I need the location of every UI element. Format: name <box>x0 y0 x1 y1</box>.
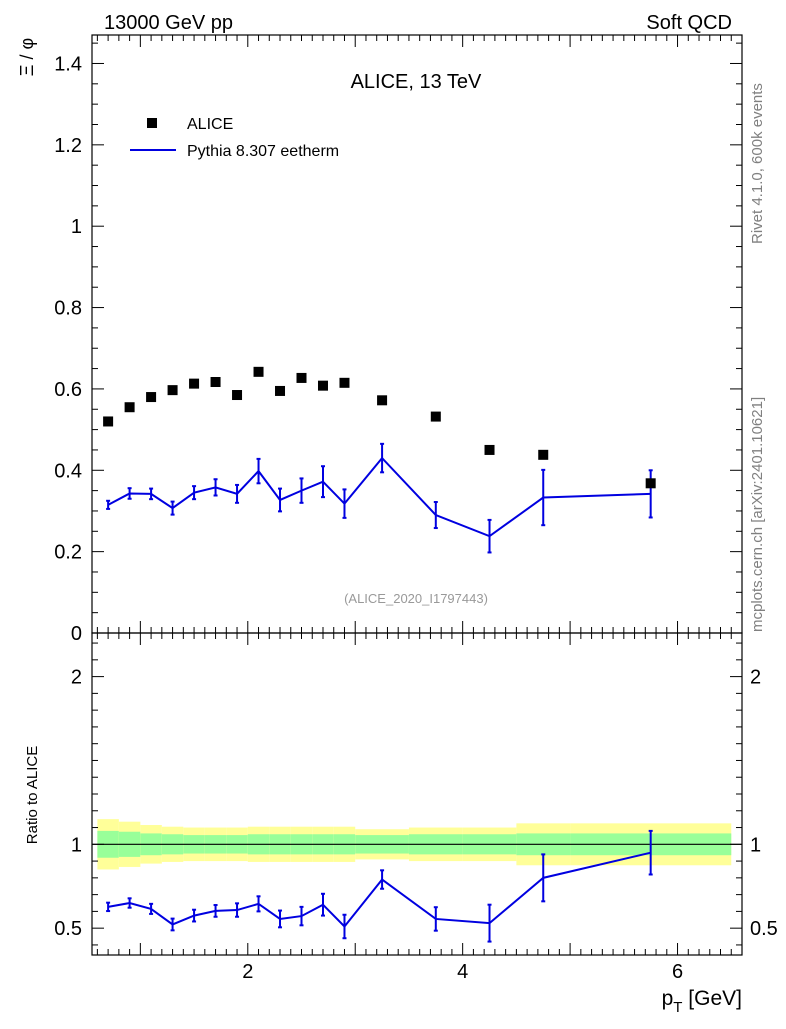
legend-label-alice: ALICE <box>187 116 233 133</box>
y-tick-label-main: 1 <box>71 216 82 238</box>
y-tick-label-ratio-left: 0.5 <box>54 918 82 940</box>
legend-label-pythia: Pythia 8.307 eetherm <box>187 143 339 160</box>
alice-data-point <box>103 416 114 427</box>
ratio-axis-ticks: 2 4 6 0.5 0.5 1 1 2 2 <box>54 633 778 983</box>
main-series-layer <box>103 366 656 554</box>
y-tick-label-ratio-right: 2 <box>750 667 761 689</box>
y-tick-label-main: 1.2 <box>54 135 82 157</box>
ratio-uncertainty-band <box>92 819 742 870</box>
alice-data-point <box>124 402 135 413</box>
y-tick-label-ratio-right: 0.5 <box>750 918 778 940</box>
main-axis-ticks: 0 0.2 0.4 0.6 0.8 1 1.2 1.4 <box>54 35 742 645</box>
main-title: ALICE, 13 TeV <box>351 71 482 93</box>
alice-data-point <box>317 380 328 391</box>
x-tick-label: 6 <box>672 961 683 983</box>
y-tick-label-ratio-left: 2 <box>71 667 82 689</box>
pythia-line <box>107 456 651 538</box>
alice-data-point <box>430 411 441 422</box>
y-tick-label-main: 0.4 <box>54 460 82 482</box>
y-tick-label-ratio-right: 1 <box>750 834 761 856</box>
analysis-label: (ALICE_2020_I1797443) <box>344 591 488 606</box>
alice-data-point <box>253 366 264 377</box>
alice-data-point <box>538 449 549 460</box>
legend-marker-alice <box>147 118 157 128</box>
x-tick-label: 4 <box>457 961 468 983</box>
alice-data-point <box>296 372 307 383</box>
ratio-y-axis-label: Ratio to ALICE <box>24 746 41 844</box>
alice-data-point <box>146 392 157 403</box>
y-tick-label-ratio-left: 1 <box>71 834 82 856</box>
ratio-frame <box>91 632 743 956</box>
y-tick-label-main: 0 <box>71 623 82 645</box>
alice-data-point <box>167 385 178 396</box>
header-left: 13000 GeV pp <box>104 12 233 34</box>
y-tick-label-main: 0.6 <box>54 379 82 401</box>
y-tick-label-main: 0.8 <box>54 298 82 320</box>
main-y-axis-label: Ξ / φ <box>17 38 37 76</box>
alice-data-point <box>275 385 286 396</box>
alice-data-point <box>232 390 243 401</box>
ratio-series-layer <box>106 829 653 943</box>
side-label-mcplots: mcplots.cern.ch [arXiv:2401.10621] <box>749 397 766 632</box>
y-tick-label-main: 0.2 <box>54 542 82 564</box>
y-tick-label-main: 1.4 <box>54 53 82 75</box>
alice-data-point <box>377 395 388 406</box>
alice-data-point <box>484 444 495 455</box>
alice-data-point <box>189 378 200 389</box>
side-label-rivet: Rivet 4.1.0, 600k events <box>749 83 766 244</box>
x-tick-label: 2 <box>242 961 253 983</box>
alice-data-point <box>339 377 350 388</box>
header-right: Soft QCD <box>646 12 732 34</box>
x-axis-label: pT [GeV] <box>662 987 742 1016</box>
alice-data-point <box>645 478 656 489</box>
legend: ALICE Pythia 8.307 eetherm <box>130 116 339 160</box>
alice-data-point <box>210 377 221 388</box>
